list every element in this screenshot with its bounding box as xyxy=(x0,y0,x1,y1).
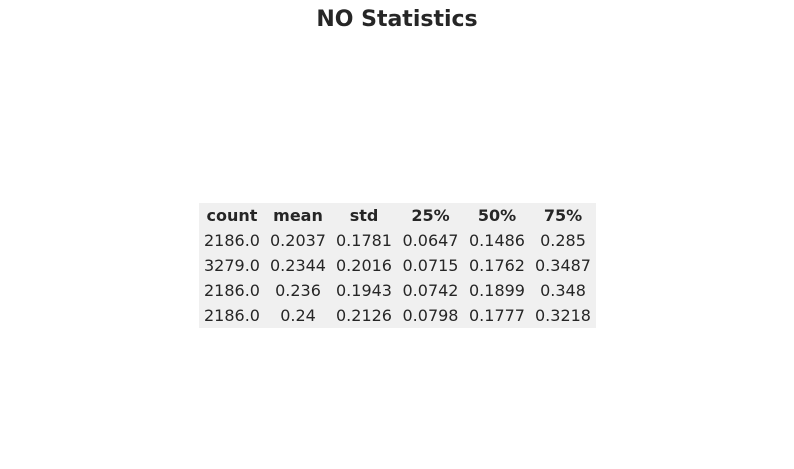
table-cell: 0.1762 xyxy=(469,256,525,275)
table-cell: 0.1777 xyxy=(469,306,525,325)
statistics-table: count mean std 25% 50% 75% 2186.0 0.2037… xyxy=(199,203,596,328)
table-row: 2186.0 0.2037 0.1781 0.0647 0.1486 0.285 xyxy=(199,228,596,253)
table-cell: 0.285 xyxy=(540,231,586,250)
chart-title: NO Statistics xyxy=(316,7,478,32)
table-cell: 0.236 xyxy=(275,281,321,300)
table-row: 2186.0 0.24 0.2126 0.0798 0.1777 0.3218 xyxy=(199,303,596,328)
table-cell: 0.0742 xyxy=(402,281,459,300)
column-header-50-percent: 50% xyxy=(477,206,517,225)
table-cell: 0.0715 xyxy=(402,256,459,275)
table-cell: 3279.0 xyxy=(204,256,260,275)
column-header-count: count xyxy=(206,206,258,225)
table-row: 2186.0 0.236 0.1943 0.0742 0.1899 0.348 xyxy=(199,278,596,303)
table-cell: 0.348 xyxy=(540,281,586,300)
table-cell: 0.2037 xyxy=(270,231,326,250)
table-cell: 0.1943 xyxy=(336,281,392,300)
table-cell: 2186.0 xyxy=(204,306,260,325)
table-cell: 0.2126 xyxy=(336,306,392,325)
table-cell: 0.3487 xyxy=(535,256,591,275)
table-cell: 0.24 xyxy=(280,306,316,325)
table-cell: 0.2016 xyxy=(336,256,392,275)
table-cell: 0.2344 xyxy=(270,256,326,275)
table-cell: 0.0798 xyxy=(402,306,459,325)
table-cell: 0.0647 xyxy=(402,231,459,250)
table-cell: 2186.0 xyxy=(204,231,260,250)
column-header-75-percent: 75% xyxy=(543,206,583,225)
table-cell: 2186.0 xyxy=(204,281,260,300)
table-cell: 0.1899 xyxy=(469,281,525,300)
column-header-mean: mean xyxy=(273,206,323,225)
table-cell: 0.1486 xyxy=(469,231,525,250)
column-header-std: std xyxy=(349,206,379,225)
column-header-25-percent: 25% xyxy=(411,206,450,225)
table-row: 3279.0 0.2344 0.2016 0.0715 0.1762 0.348… xyxy=(199,253,596,278)
table-cell: 0.1781 xyxy=(336,231,392,250)
table-header-row: count mean std 25% 50% 75% xyxy=(199,203,596,228)
table-cell: 0.3218 xyxy=(535,306,591,325)
